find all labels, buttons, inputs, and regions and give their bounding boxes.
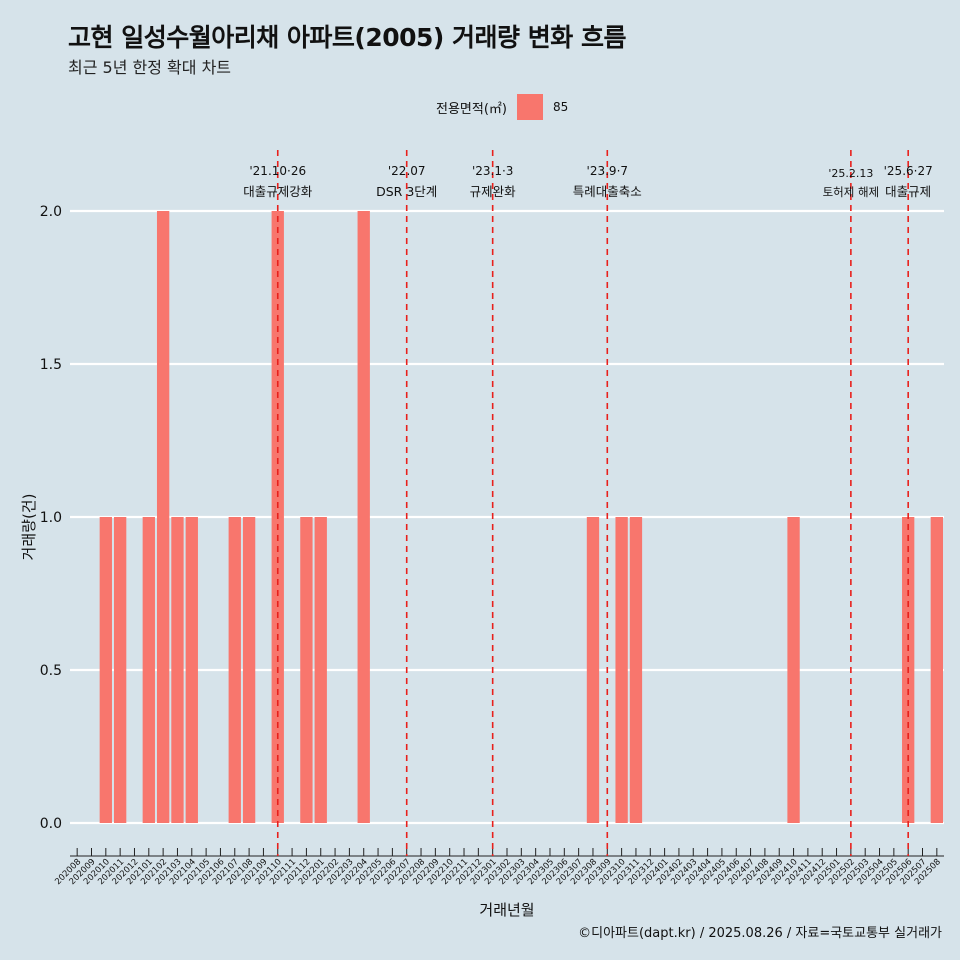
y-tick-label: 1.5 <box>40 357 62 373</box>
event-name-label: 대출규제 <box>885 184 931 199</box>
legend-title: 전용면적(㎡) <box>436 101 507 117</box>
event-date-label: '23.1·3 <box>472 164 513 178</box>
y-tick-label: 0.0 <box>40 816 62 832</box>
event-name-label: DSR 3단계 <box>376 184 437 199</box>
x-axis-title: 거래년월 <box>479 901 534 919</box>
y-tick-label: 2.0 <box>40 204 62 220</box>
bar <box>586 517 600 823</box>
y-axis-title: 거래량(건) <box>20 494 38 561</box>
bar <box>185 517 198 823</box>
bar <box>314 517 327 823</box>
bar <box>357 211 370 823</box>
chart-subtitle: 최근 5년 한정 확대 차트 <box>68 58 232 77</box>
chart-title: 고현 일성수월아리채 아파트(2005) 거래량 변화 흐름 <box>68 23 626 52</box>
bar <box>99 517 112 823</box>
bar <box>156 211 170 823</box>
event-name-label: 대출규제강화 <box>243 184 313 199</box>
event-date-label: '22.07 <box>388 164 426 178</box>
bar <box>930 517 943 823</box>
source-caption: ©디아파트(dapt.kr) / 2025.08.26 / 자료=국토교통부 실… <box>578 926 942 941</box>
event-date-label: '21.10·26 <box>249 164 306 178</box>
bar <box>787 517 800 823</box>
bar <box>242 517 256 823</box>
event-name-label: 특례대출축소 <box>573 184 642 199</box>
event-date-label: '25.6·27 <box>884 164 933 178</box>
bar <box>629 517 643 823</box>
bar <box>300 517 313 823</box>
event-name-label: 규제완화 <box>470 184 517 199</box>
bar <box>228 517 241 823</box>
bar <box>171 517 184 823</box>
bar <box>142 517 155 823</box>
event-date-label: '23.9·7 <box>587 164 628 178</box>
event-date-label: '25.2.13 <box>828 167 873 180</box>
legend-label: 85 <box>552 100 569 114</box>
bar <box>113 517 127 823</box>
bar <box>615 517 628 823</box>
legend-color-key <box>516 94 543 120</box>
y-tick-label: 0.5 <box>40 663 62 679</box>
y-tick-label: 1.0 <box>40 510 62 526</box>
legend: 전용면적(㎡) 85 <box>436 94 568 120</box>
event-name-label: 토허제 해제 <box>823 185 880 199</box>
